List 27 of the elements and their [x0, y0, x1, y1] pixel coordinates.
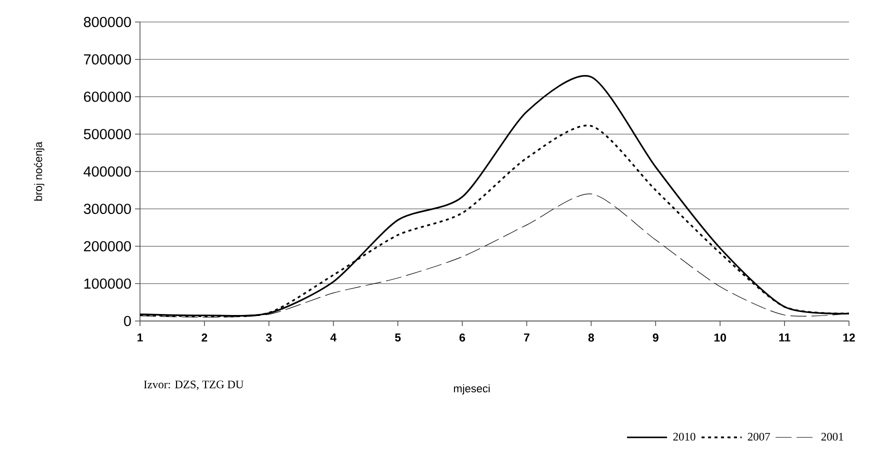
x-tick-label: 11	[779, 334, 790, 342]
legend-label: 2007	[748, 432, 770, 441]
x-tick-label: 5	[394, 334, 401, 342]
legend-label: 2010	[673, 432, 696, 441]
text: Izvor: DZS, TZG DU	[144, 380, 244, 390]
x-tick-label: 4	[330, 334, 336, 342]
y-tick-label: 500000	[84, 129, 131, 140]
x-tick-label: 7	[524, 334, 530, 342]
x-tick-label: 12	[843, 334, 855, 342]
y-tick-label: 200000	[84, 241, 131, 252]
x-tick-label: 8	[588, 334, 594, 342]
y-tick-label: 0	[124, 316, 131, 326]
y-tick-label: 700000	[84, 54, 131, 64]
y-tick-label: 800000	[84, 16, 131, 28]
x-tick-label: 6	[460, 334, 466, 342]
x-tick-label: 3	[266, 334, 272, 342]
y-tick-label: 400000	[84, 166, 131, 177]
y-tick-label: 600000	[84, 92, 131, 102]
x-axis-title: mjeseci	[454, 384, 490, 395]
x-tick-label: 10	[714, 334, 726, 342]
y-tick-label: 100000	[84, 278, 131, 289]
y-axis-title: broj noćenja	[34, 142, 44, 201]
legend-label: 2001	[821, 432, 844, 441]
x-tick-label: 2	[202, 334, 208, 342]
y-tick-label: 300000	[84, 204, 131, 214]
x-tick-label: 9	[652, 334, 658, 342]
x-tick-label: 1	[138, 334, 143, 342]
